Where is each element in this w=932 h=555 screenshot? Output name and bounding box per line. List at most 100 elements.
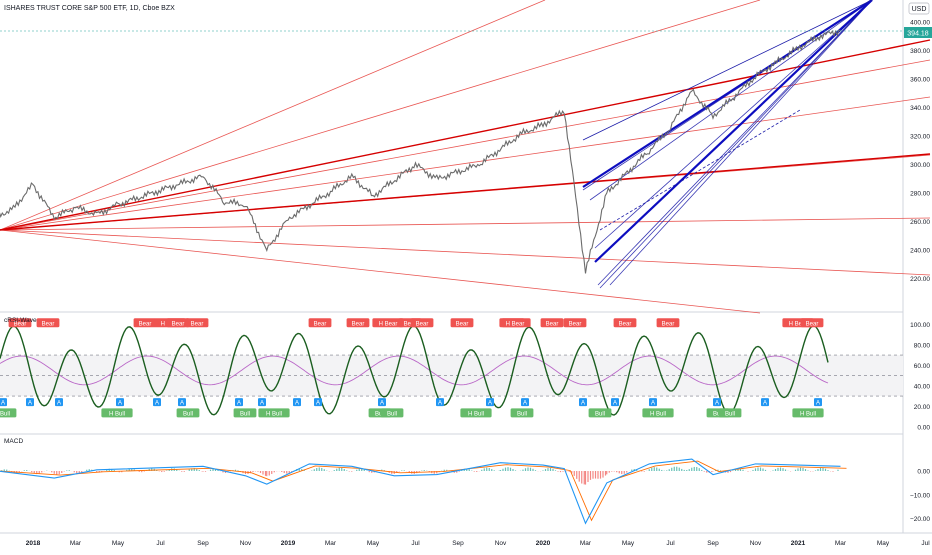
bear-signal-text: Bear	[172, 321, 185, 327]
bear-signal-label: Bear	[8, 318, 32, 328]
bear-signal-text: Bear	[662, 321, 675, 327]
symbol-title: ISHARES TRUST CORE S&P 500 ETF, 1D, Cboe…	[4, 5, 175, 12]
a-signal-text: A	[715, 400, 719, 406]
a-signal-box	[611, 398, 619, 407]
a-signal-marker: A	[293, 398, 301, 406]
blue-fan-line	[582, 0, 873, 141]
bull-signal-box	[176, 408, 200, 418]
time-tick-label: Sep	[707, 540, 719, 547]
time-tick-label: May	[367, 540, 380, 547]
blue-fan-line	[594, 0, 873, 249]
bull-signal-text: Bull	[713, 411, 723, 417]
bear-signal-label: Bear	[540, 318, 564, 328]
a-signal-box	[713, 398, 721, 407]
time-tick-label: Jul	[411, 540, 420, 547]
bear-signal-box	[563, 318, 587, 328]
currency-label: USD	[912, 6, 927, 13]
red-fan-line	[0, 229, 931, 276]
time-tick-label: Nov	[240, 540, 252, 547]
bull-signal-text: Bull	[0, 411, 10, 417]
bull-signal-label: H Bull	[101, 408, 133, 418]
time-tick-label: Nov	[750, 540, 762, 547]
a-signal-box	[436, 398, 444, 407]
time-tick-label: Jul	[921, 540, 930, 547]
a-signal-marker: A	[378, 398, 386, 406]
a-signal-text: A	[438, 400, 442, 406]
bull-signal-label: H Bull	[258, 408, 290, 418]
bear-signal-box	[800, 318, 824, 328]
a-signal-text: A	[1, 400, 5, 406]
a-signal-marker: A	[314, 398, 322, 406]
blue-fan-line	[609, 0, 873, 286]
last-price-value: 394.18	[907, 31, 929, 38]
a-signal-marker: A	[713, 398, 721, 406]
time-tick-label: Jul	[156, 540, 165, 547]
a-signal-marker: A	[761, 398, 769, 406]
bear-signal-label: Bear	[308, 318, 332, 328]
bull-signal-box	[588, 408, 612, 418]
oscillator-tick-label: 60.00	[914, 363, 931, 370]
bear-signal-label: Bear	[800, 318, 824, 328]
a-signal-box	[579, 398, 587, 407]
a-signal-marker: A	[611, 398, 619, 406]
a-signal-text: A	[57, 400, 61, 406]
bear-signal-label: Bear	[450, 318, 474, 328]
oscillator-tick-label: 100.00	[910, 322, 930, 329]
red-fan-line	[0, 229, 761, 314]
a-signal-box	[258, 398, 266, 407]
a-signal-box	[26, 398, 34, 407]
currency-badge[interactable]: USD	[908, 2, 930, 15]
macd-signal-line	[0, 460, 847, 522]
trend-fan-lines	[0, 0, 931, 314]
bear-signal-label: Bear	[36, 318, 60, 328]
bull-signal-text: H Bull	[468, 411, 484, 417]
bull-signal-label: Bull	[233, 408, 257, 418]
bear-signal-label: Bear	[410, 318, 434, 328]
time-tick-label: Sep	[452, 540, 464, 547]
price-tick-label: 300.00	[910, 162, 930, 169]
a-signal-box	[378, 398, 386, 407]
oscillator-tick-label: 20.00	[914, 404, 931, 411]
bull-signal-text: Bull	[595, 411, 605, 417]
a-signal-text: A	[380, 400, 384, 406]
bear-signal-text: Bear	[546, 321, 559, 327]
price-tick-label: 260.00	[910, 219, 930, 226]
a-signal-box	[486, 398, 494, 407]
a-signal-text: A	[155, 400, 159, 406]
bull-signal-text: Bull	[240, 411, 250, 417]
a-signal-marker: A	[55, 398, 63, 406]
bear-signal-text: Bear	[416, 321, 429, 327]
a-signal-box	[521, 398, 529, 407]
time-tick-label: May	[112, 540, 125, 547]
bull-signal-box	[718, 408, 742, 418]
macd-title: MACD	[4, 438, 23, 445]
bull-signal-text: Bull	[387, 411, 397, 417]
bull-signal-text: Bull	[375, 411, 385, 417]
bull-signal-box	[380, 408, 404, 418]
price-axis: 220.00 240.00 260.00 280.00 300.00 320.00 340.…	[910, 20, 930, 283]
oscillator-axis: 0.00 20.00 40.00 60.00 80.00 100.00	[910, 322, 930, 432]
time-tick-label: Sep	[197, 540, 209, 547]
time-tick-label: Mar	[580, 540, 592, 547]
a-signal-marker: A	[116, 398, 124, 406]
a-signal-box	[314, 398, 322, 407]
a-signal-text: A	[523, 400, 527, 406]
a-signal-marker: A	[521, 398, 529, 406]
a-signal-marker: A	[814, 398, 822, 406]
bull-signal-box	[258, 408, 290, 418]
red-fan-line	[0, 59, 931, 231]
a-signal-marker: A	[258, 398, 266, 406]
a-signal-marker: A	[26, 398, 34, 406]
bear-signal-label: Bear	[185, 318, 209, 328]
time-axis: 2018 Mar May Jul Sep Nov 2019 Mar May Jul Sep Nov 20…	[26, 540, 930, 547]
bear-signal-text: Bear	[619, 321, 632, 327]
bull-signal-box	[233, 408, 257, 418]
bear-signal-box	[133, 318, 157, 328]
bear-signal-box	[540, 318, 564, 328]
a-signal-box	[761, 398, 769, 407]
a-signal-text: A	[118, 400, 122, 406]
macd-tick-label: −20.00	[910, 516, 930, 523]
blue-trend-line-bold	[594, 0, 873, 263]
